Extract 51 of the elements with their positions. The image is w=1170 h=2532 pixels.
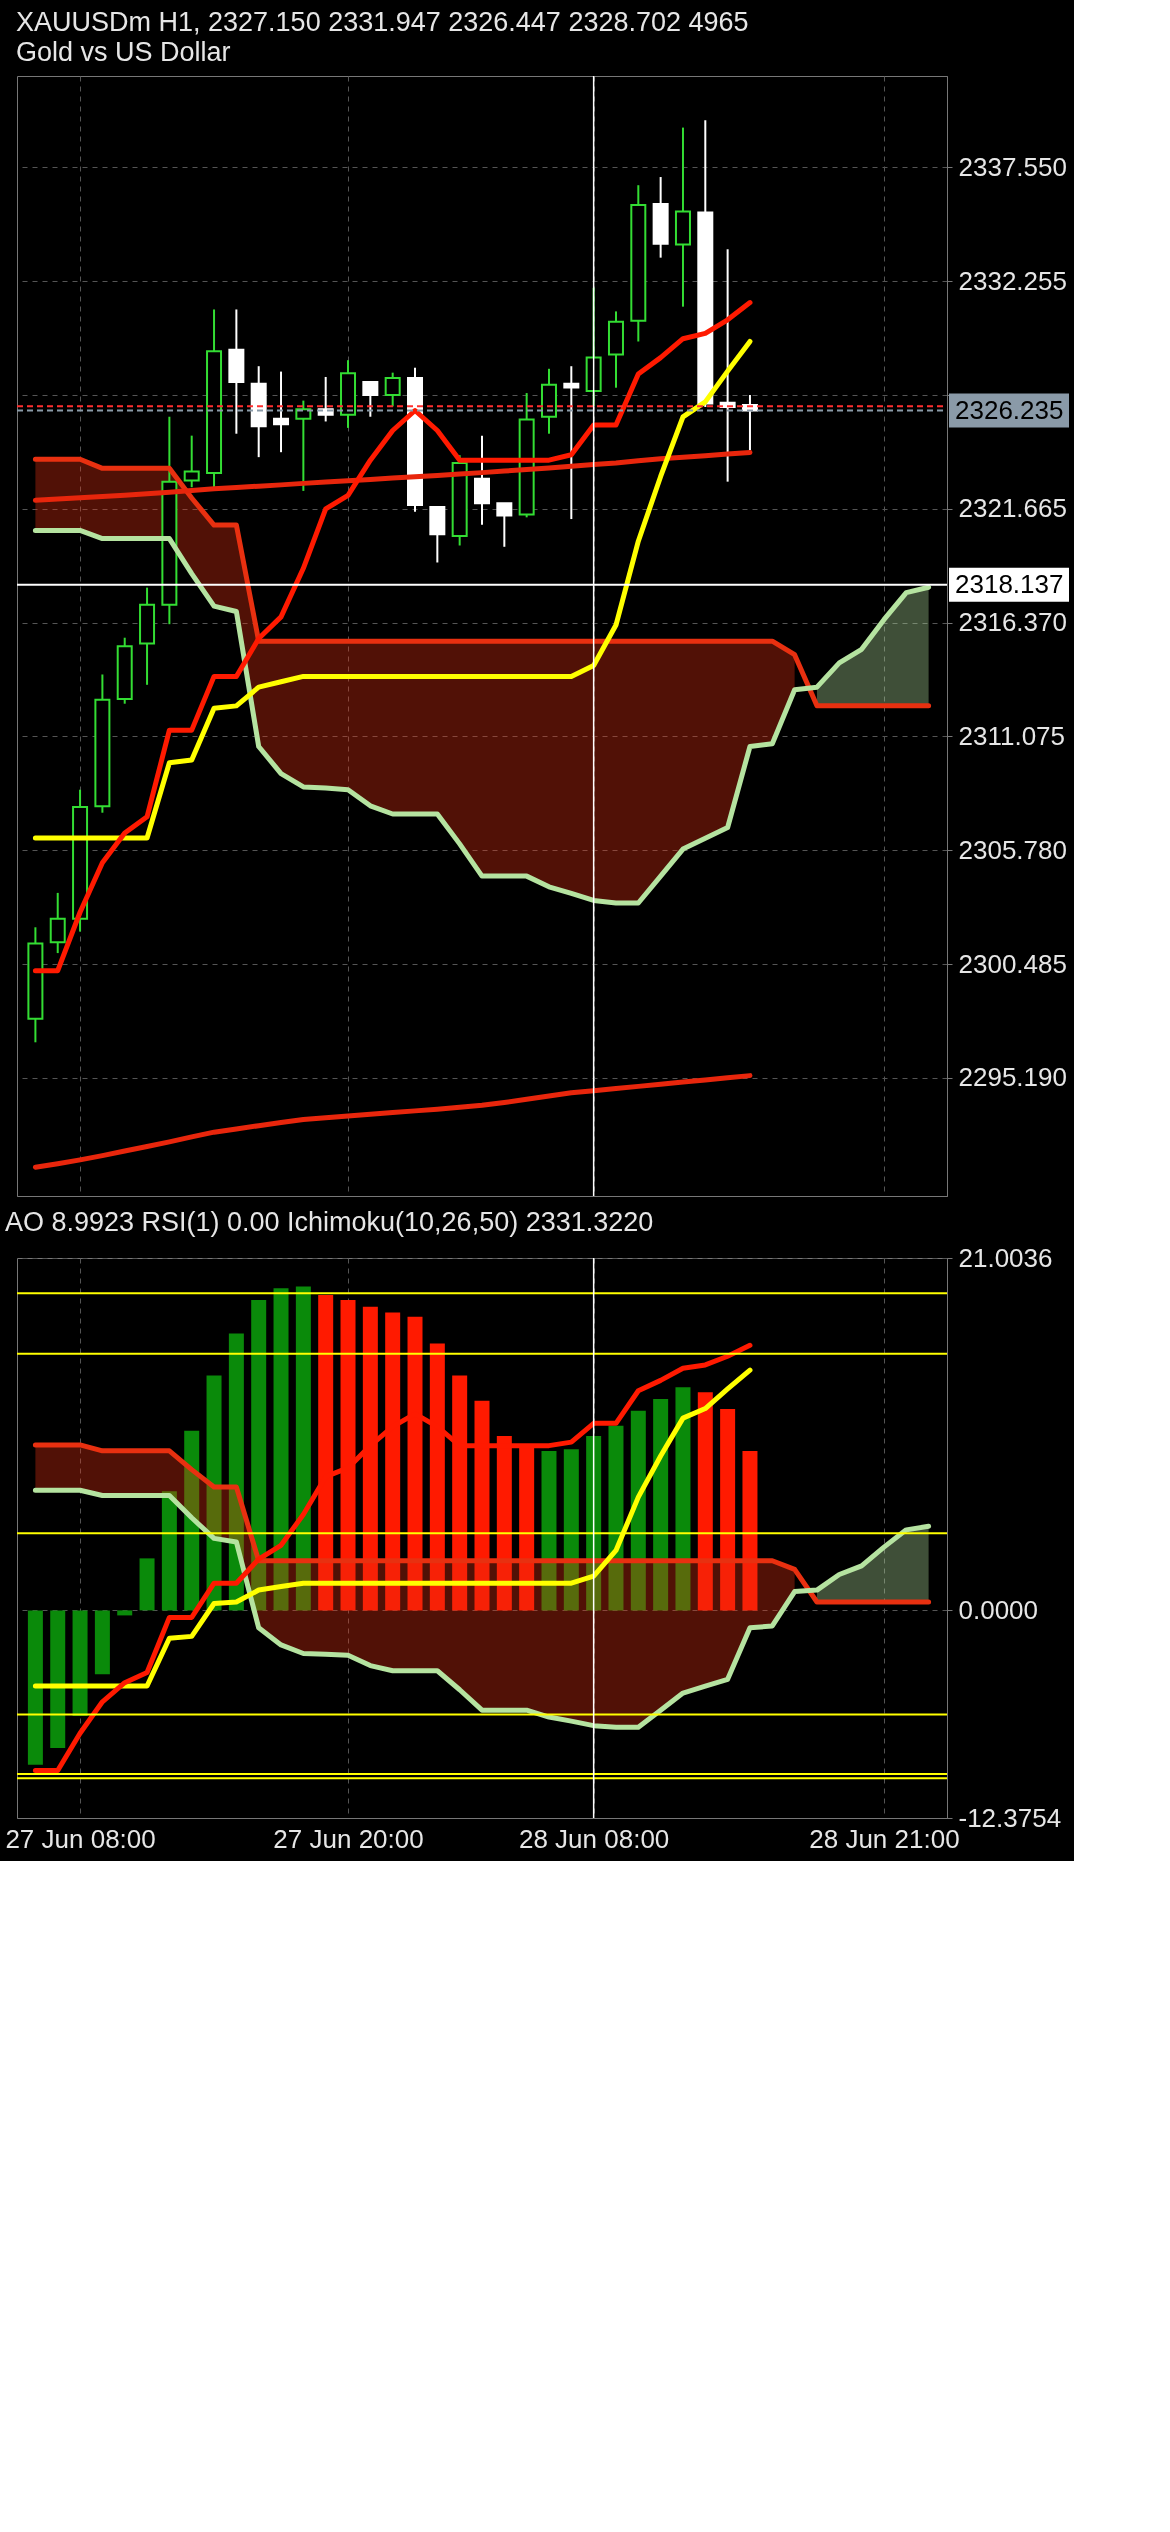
- bar: [541, 1451, 557, 1611]
- bar: [117, 1610, 133, 1616]
- bar: [675, 1387, 691, 1611]
- chart-subtitle: Gold vs US Dollar: [16, 37, 231, 68]
- bar: [50, 1610, 66, 1748]
- bar: [251, 1300, 267, 1611]
- ref-line-label: 2318.137: [955, 568, 1064, 599]
- y-tick-label: -12.3754: [958, 1802, 1062, 1833]
- chart-title: XAUUSDm H1, 2327.150 2331.947 2326.447 2328.702 4965: [16, 7, 749, 38]
- bar: [161, 1491, 177, 1611]
- candlestick: [295, 399, 312, 492]
- x-tick-label: 27 Jun 20:00: [273, 1823, 424, 1854]
- y-tick-label: 2321.665: [958, 493, 1067, 524]
- x-tick-label: 28 Jun 21:00: [809, 1823, 960, 1854]
- bar: [273, 1288, 289, 1611]
- y-tick-label: 2295.190: [958, 1062, 1067, 1093]
- ref-line-label: 2326.235: [955, 394, 1064, 425]
- y-tick-label: 2305.780: [958, 834, 1067, 865]
- candlestick: [273, 370, 290, 454]
- x-tick-label: 27 Jun 08:00: [5, 1823, 156, 1854]
- x-tick-label: 28 Jun 08:00: [518, 1823, 670, 1854]
- bar: [720, 1409, 736, 1611]
- bar: [452, 1375, 468, 1611]
- y-tick-label: 2311.075: [958, 721, 1066, 751]
- candlestick: [384, 371, 401, 408]
- bar: [742, 1451, 758, 1611]
- bar: [184, 1430, 200, 1611]
- y-tick-label: 21.0036: [958, 1242, 1053, 1273]
- y-tick-label: 2316.370: [958, 607, 1067, 638]
- candlestick: [362, 380, 379, 418]
- bar: [27, 1610, 43, 1765]
- candlestick: [496, 502, 513, 548]
- bar: [139, 1558, 155, 1611]
- bar: [519, 1446, 535, 1611]
- candlestick: [49, 891, 66, 955]
- y-tick-label: 2337.550: [958, 151, 1067, 182]
- bar: [697, 1392, 713, 1611]
- bar: [474, 1400, 490, 1611]
- bar: [496, 1435, 512, 1611]
- bar: [563, 1449, 579, 1611]
- candlestick: [183, 434, 200, 489]
- candlestick: [563, 365, 580, 521]
- y-tick-label: 2300.485: [958, 948, 1067, 979]
- bar: [608, 1425, 624, 1611]
- y-tick-label: 2332.255: [958, 265, 1067, 296]
- bar: [295, 1286, 311, 1611]
- bar: [94, 1610, 110, 1675]
- chart-title: AO 8.9923 RSI(1) 0.00 Ichimoku(10,26,50) 2331.3220: [4, 1207, 654, 1237]
- bar: [72, 1610, 88, 1717]
- y-tick-label: 0.0000: [958, 1594, 1039, 1625]
- bar: [653, 1398, 669, 1611]
